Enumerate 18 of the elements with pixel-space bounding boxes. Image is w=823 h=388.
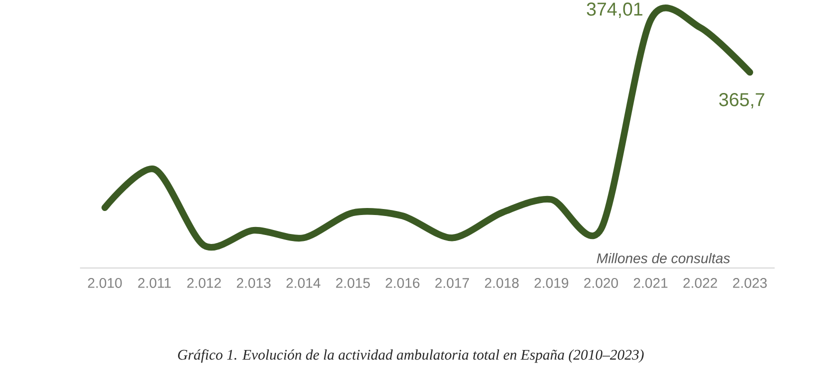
x-tick-label: 2.020 [584, 278, 618, 288]
x-tick-label: 2.012 [187, 278, 221, 288]
x-tick-label: 2.022 [683, 278, 718, 288]
x-tick-label: 2.013 [236, 278, 271, 288]
text: Gráfico 1. Evolución de la actividad ambulatoria total en España (2010–2023) [178, 349, 644, 363]
x-tick-label: 2.014 [286, 278, 320, 288]
x-tick-label: 2.015 [336, 278, 370, 288]
x-tick-label: 2.023 [733, 278, 767, 288]
x-tick-label: 2.019 [534, 278, 568, 288]
x-tick-label: 2.017 [435, 278, 469, 288]
text: Millones de consultas [596, 252, 730, 264]
x-tick-label: 2.018 [484, 278, 519, 288]
x-tick-label: 2.011 [138, 278, 171, 288]
data-label: 374,01 [586, 2, 642, 18]
data-label: 365,7 [719, 93, 764, 108]
x-tick-label: 2.021 [634, 278, 668, 288]
x-tick-label: 2.010 [88, 278, 122, 288]
x-tick-label: 2.016 [386, 278, 420, 288]
